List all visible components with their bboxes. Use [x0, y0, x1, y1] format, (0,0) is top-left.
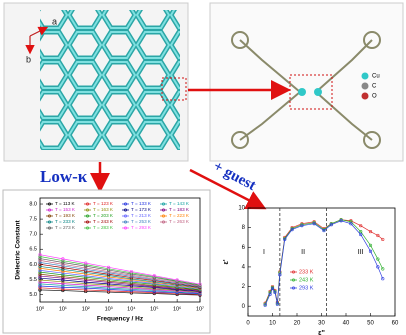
- legend-label: T = 213 K: [131, 213, 152, 218]
- y-tick-label: 5.0: [29, 292, 37, 298]
- legend-label: C: [372, 84, 377, 90]
- x-tick-label: 30: [318, 321, 325, 327]
- x-tick-label: 10⁶: [173, 305, 181, 312]
- y-tick-label: 6.0: [29, 262, 37, 268]
- legend-label: T = 203 K: [93, 213, 114, 218]
- y-tick-label: 0: [242, 304, 246, 310]
- legend-label: T = 263 K: [169, 219, 190, 224]
- legend-label: 233 K: [299, 269, 314, 275]
- axis-label: a: [52, 16, 57, 26]
- page: a b Cu C O Low-κ + guest 5.0 5.5 6.0 6.5 7.0…: [0, 0, 406, 335]
- x-tick-label: 0: [246, 321, 250, 327]
- legend-label: T = 273 K: [55, 225, 76, 230]
- x-tick-label: 60: [392, 321, 399, 327]
- legend-label: Cu: [372, 74, 380, 80]
- y-tick-label: 6: [242, 245, 246, 251]
- series-line: [265, 220, 383, 303]
- legend-label: T = 143 K: [169, 201, 190, 206]
- legend-label: 293 K: [299, 285, 314, 291]
- guest-label: + guest: [211, 158, 259, 194]
- legend-label: T = 193 K: [55, 213, 76, 218]
- x-tick-label: 10: [269, 321, 276, 327]
- x-tick-label: 10³: [105, 306, 113, 312]
- legend-atom: [362, 83, 369, 90]
- x-axis-label: Frequency / Hz: [97, 316, 144, 323]
- legend-label: T = 283 K: [93, 225, 114, 230]
- y-axis-label: ε': [223, 259, 230, 264]
- legend-label: T = 223 K: [169, 213, 190, 218]
- x-tick-label: 40: [343, 321, 350, 327]
- figure: a b Cu C O Low-κ + guest 5.0 5.5 6.0 6.5 7.0…: [0, 0, 406, 335]
- legend-label: T = 123 K: [93, 201, 114, 206]
- legend-label: T = 293 K: [131, 225, 152, 230]
- region-label: III: [358, 249, 364, 256]
- x-axis-label: ε'': [318, 330, 325, 335]
- y-tick-label: 2: [242, 284, 246, 290]
- x-tick-label: 50: [367, 321, 374, 327]
- series-line: [265, 221, 383, 305]
- y-tick-label: 4: [242, 264, 246, 270]
- x-tick-label: 10⁰: [36, 305, 45, 312]
- low-k-label: Low-κ: [40, 167, 88, 186]
- x-tick-label: 20: [294, 321, 301, 327]
- y-tick-label: 7.5: [29, 217, 37, 223]
- legend-label: 243 K: [299, 277, 314, 283]
- series-line: [265, 220, 383, 304]
- y-tick-label: 10: [238, 206, 245, 212]
- x-tick-label: 10⁷: [196, 305, 204, 312]
- x-tick-label: 10⁴: [127, 305, 136, 312]
- legend-label: T = 183 K: [169, 207, 190, 212]
- y-tick-label: 5.5: [29, 277, 37, 283]
- cu-atom: [298, 88, 306, 96]
- legend-label: T = 233 K: [55, 219, 76, 224]
- legend-label: T = 113 K: [55, 201, 76, 206]
- y-tick-label: 7.0: [29, 232, 37, 238]
- plot-area: [248, 208, 395, 316]
- legend-label: T = 163 K: [93, 207, 114, 212]
- cu-atom: [314, 88, 322, 96]
- y-tick-label: 8: [242, 225, 246, 231]
- x-tick-label: 10²: [82, 306, 90, 312]
- y-tick-label: 6.5: [29, 247, 37, 253]
- legend-label: T = 153 K: [55, 207, 76, 212]
- x-tick-label: 10⁵: [150, 305, 158, 312]
- legend-label: T = 243 K: [93, 219, 114, 224]
- legend-label: O: [372, 94, 377, 100]
- y-axis-label: Dielectric Constant: [15, 220, 22, 280]
- region-label: I: [263, 249, 265, 256]
- x-tick-label: 10¹: [59, 306, 67, 312]
- crystal-network: [40, 10, 180, 150]
- data-point: [381, 268, 384, 271]
- legend-label: T = 253 K: [131, 219, 152, 224]
- legend-atom: [362, 73, 369, 80]
- y-tick-label: 8.0: [29, 201, 37, 207]
- legend-label: T = 133 K: [131, 201, 152, 206]
- molecule-panel: [210, 3, 403, 161]
- region-label: II: [301, 249, 305, 256]
- legend-label: T = 173 K: [131, 207, 152, 212]
- legend-atom: [362, 93, 369, 100]
- axis-label: b: [26, 54, 31, 64]
